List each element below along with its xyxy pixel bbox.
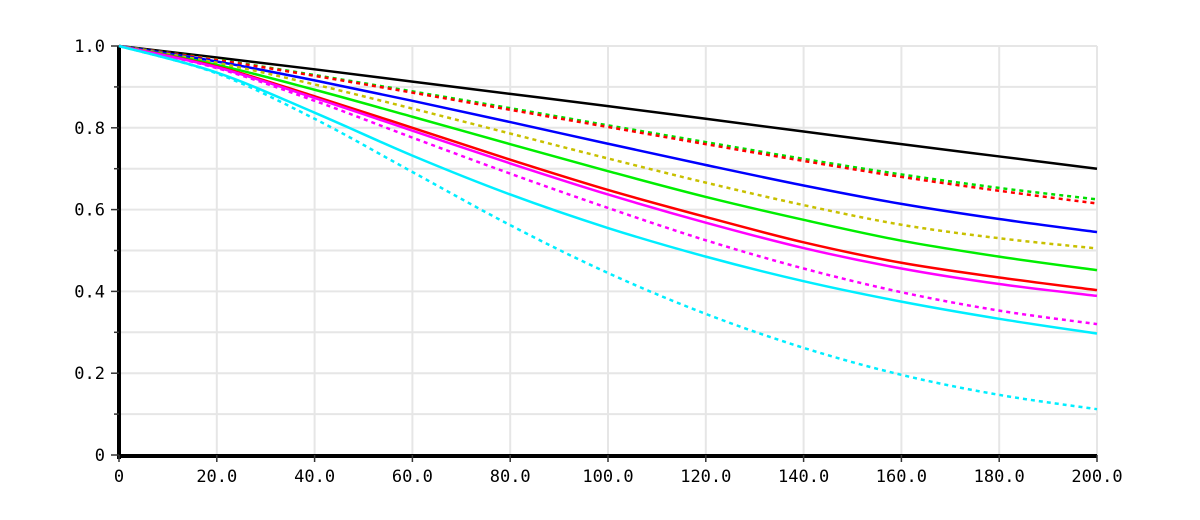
x-tick-label: 140.0 — [778, 467, 829, 487]
series-line-7 — [118, 44, 1098, 292]
x-tick-label: 120.0 — [680, 467, 731, 487]
axes — [111, 45, 1098, 462]
series-group — [118, 44, 1098, 411]
y-tick-label: 0.2 — [74, 364, 105, 384]
y-tick-label: 0.8 — [74, 119, 105, 139]
x-tick-label: 100.0 — [582, 467, 633, 487]
x-tick-label: 80.0 — [490, 467, 531, 487]
series-line-4 — [118, 44, 1098, 234]
x-tick-label: 60.0 — [392, 467, 433, 487]
x-tick-label: 160.0 — [876, 467, 927, 487]
x-tick-label: 40.0 — [294, 467, 335, 487]
series-line-9 — [118, 44, 1098, 326]
series-line-1 — [118, 44, 1098, 170]
y-tick-label: 0.6 — [74, 201, 105, 221]
series-line-6 — [118, 44, 1098, 272]
series-line-3 — [118, 44, 1098, 205]
series-line-10 — [118, 44, 1098, 335]
tick-labels: 0 0.2 0.4 0.6 0.8 1.0 0 20.0 40.0 60.0 80.0 100.0 12… — [74, 37, 1122, 487]
y-tick-label: 1.0 — [74, 37, 105, 57]
x-tick-label: 0 — [114, 467, 124, 487]
series-line-8 — [118, 44, 1098, 298]
y-tick-label: 0.4 — [74, 282, 105, 302]
x-tick-label: 200.0 — [1071, 467, 1122, 487]
grid — [119, 45, 1098, 455]
x-tick-label: 180.0 — [974, 467, 1025, 487]
x-tick-label: 20.0 — [196, 467, 237, 487]
y-tick-label: 0 — [95, 446, 105, 466]
